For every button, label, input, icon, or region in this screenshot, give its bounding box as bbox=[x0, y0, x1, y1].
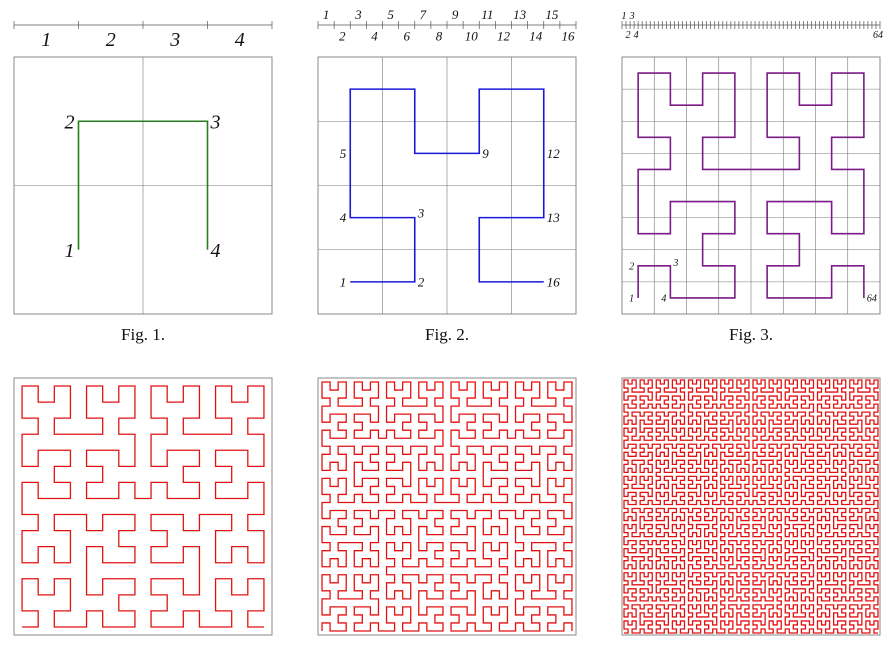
hilbert-curve bbox=[349, 88, 545, 283]
point-label: 2 bbox=[418, 274, 425, 289]
ruler-label: 16 bbox=[561, 28, 575, 43]
hilbert-curve bbox=[321, 381, 573, 632]
point-label: 3 bbox=[672, 258, 678, 269]
ruler-label: 6 bbox=[403, 28, 410, 43]
point-label: 12 bbox=[547, 146, 561, 161]
point-label: 1 bbox=[65, 240, 75, 262]
caption: Fig. 3. bbox=[729, 325, 773, 344]
point-label: 4 bbox=[211, 240, 221, 262]
caption: Fig. 1. bbox=[121, 325, 165, 344]
point-label: 16 bbox=[547, 274, 561, 289]
ruler-label: 3 bbox=[169, 29, 180, 51]
ruler-label: 8 bbox=[436, 28, 443, 43]
hilbert-curve bbox=[637, 72, 865, 299]
point-label: 5 bbox=[340, 146, 347, 161]
point-label: 2 bbox=[65, 111, 75, 133]
point-label: 1 bbox=[340, 274, 347, 289]
caption: Fig. 2. bbox=[425, 325, 469, 344]
ruler-label: 2 bbox=[626, 30, 631, 41]
ruler-label: 10 bbox=[465, 28, 479, 43]
ruler-label: 12 bbox=[497, 28, 511, 43]
frame bbox=[317, 377, 577, 636]
ruler-label: 1 bbox=[323, 7, 330, 22]
point-label: 4 bbox=[661, 293, 666, 304]
point-label: 9 bbox=[482, 146, 489, 161]
point-label: 3 bbox=[417, 206, 425, 221]
hilbert-curve bbox=[21, 385, 265, 628]
ruler-label: 4 bbox=[634, 30, 639, 41]
point-label: 2 bbox=[629, 261, 634, 272]
frame bbox=[621, 377, 881, 636]
ruler-label: 2 bbox=[339, 28, 346, 43]
ruler-label: 9 bbox=[452, 7, 459, 22]
ruler-label: 2 bbox=[106, 29, 116, 51]
ruler-label: 14 bbox=[529, 28, 543, 43]
point-label: 13 bbox=[547, 210, 561, 225]
ruler-label: 5 bbox=[387, 7, 394, 22]
hilbert-curve bbox=[623, 379, 879, 634]
hilbert-curve bbox=[77, 120, 209, 250]
point-label: 4 bbox=[340, 210, 347, 225]
ruler-label: 15 bbox=[545, 7, 559, 22]
ruler-label: 4 bbox=[235, 29, 245, 51]
ruler-label: 3 bbox=[629, 11, 635, 22]
frame bbox=[13, 377, 273, 636]
ruler-label: 4 bbox=[371, 28, 378, 43]
point-label: 1 bbox=[629, 293, 634, 304]
ruler-label: 1 bbox=[41, 29, 51, 51]
ruler-label: 64 bbox=[873, 30, 883, 41]
ruler-label: 1 bbox=[622, 11, 627, 22]
point-label: 3 bbox=[210, 111, 221, 133]
point-label: 64 bbox=[867, 293, 877, 304]
ruler-label: 11 bbox=[481, 7, 493, 22]
ruler-label: 3 bbox=[354, 7, 362, 22]
ruler-label: 7 bbox=[420, 7, 427, 22]
ruler-label: 13 bbox=[513, 7, 527, 22]
